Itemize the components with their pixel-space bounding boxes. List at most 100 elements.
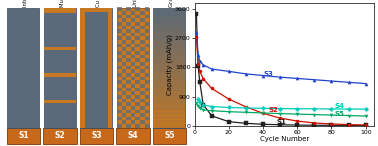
Bar (126, 66, 131, 69)
Point (243, 111, 249, 113)
Bar (140, 47, 145, 51)
Point (294, 77, 300, 80)
Bar (126, 80, 131, 84)
Bar (153, 100, 185, 104)
Bar (153, 72, 185, 76)
Bar (44, 8, 76, 13)
Y-axis label: Capacity (mAh/g): Capacity (mAh/g) (167, 34, 174, 95)
Bar (153, 28, 185, 32)
Bar (44, 8, 76, 128)
Bar (117, 7, 122, 11)
Point (209, 68, 215, 70)
Bar (153, 56, 185, 60)
Bar (126, 36, 131, 40)
Bar (153, 16, 185, 20)
Bar (135, 66, 140, 69)
Bar (131, 120, 135, 124)
Bar (131, 99, 135, 102)
Point (260, 74, 266, 77)
Bar (131, 55, 135, 58)
Bar (8, 8, 39, 128)
Bar (80, 128, 113, 144)
Bar (153, 52, 185, 56)
Bar (135, 22, 140, 26)
Point (328, 123, 335, 125)
Bar (81, 8, 112, 12)
Point (345, 114, 352, 117)
Bar (145, 95, 149, 99)
Bar (131, 113, 135, 117)
Bar (131, 91, 135, 95)
Bar (122, 120, 126, 124)
Bar (131, 33, 135, 36)
Point (328, 124, 335, 126)
Bar (153, 115, 185, 120)
Point (345, 81, 352, 84)
Bar (131, 84, 135, 88)
Point (260, 123, 266, 125)
Bar (153, 8, 185, 128)
Point (277, 112, 283, 115)
Bar (122, 91, 126, 95)
Text: S2: S2 (54, 131, 65, 140)
Bar (126, 22, 131, 26)
Bar (135, 95, 140, 99)
Bar (140, 11, 145, 15)
Point (200, 109, 206, 111)
Bar (122, 99, 126, 102)
Point (260, 107, 266, 110)
Bar (140, 33, 145, 36)
Bar (153, 64, 185, 68)
Point (277, 117, 283, 119)
Text: Graded CuSi composite: Graded CuSi composite (169, 0, 174, 7)
Bar (117, 102, 122, 106)
Bar (117, 15, 122, 18)
Bar (145, 117, 149, 120)
Bar (153, 76, 185, 80)
Point (311, 108, 318, 110)
Bar (126, 29, 131, 33)
Point (277, 124, 283, 126)
Bar (117, 51, 122, 55)
Bar (145, 7, 149, 11)
Text: Intrinsic Si: Intrinsic Si (23, 0, 28, 7)
Point (209, 87, 215, 90)
Point (277, 107, 283, 110)
Point (195, 105, 201, 107)
Point (243, 106, 249, 108)
Bar (126, 73, 131, 77)
Text: S2: S2 (268, 107, 278, 113)
Point (209, 115, 215, 117)
Bar (126, 102, 131, 106)
Bar (153, 112, 185, 116)
Bar (145, 58, 149, 62)
Bar (117, 66, 122, 69)
Bar (135, 29, 140, 33)
Bar (145, 36, 149, 40)
Point (328, 114, 335, 116)
Bar (140, 77, 145, 80)
Bar (122, 33, 126, 36)
Bar (135, 51, 140, 55)
Bar (117, 36, 122, 40)
Bar (131, 77, 135, 80)
Bar (145, 110, 149, 113)
Bar (153, 20, 185, 24)
Bar (140, 113, 145, 117)
Bar (117, 44, 122, 47)
Point (345, 123, 352, 126)
Bar (131, 69, 135, 73)
Bar (153, 88, 185, 92)
Bar (122, 26, 126, 29)
Point (363, 124, 369, 126)
Bar (131, 106, 135, 110)
Bar (44, 100, 76, 103)
Bar (153, 119, 185, 124)
Bar (126, 88, 131, 91)
Bar (108, 8, 112, 128)
Point (200, 64, 206, 66)
Bar (122, 47, 126, 51)
Bar (117, 124, 122, 128)
Bar (135, 102, 140, 106)
Point (345, 108, 352, 110)
